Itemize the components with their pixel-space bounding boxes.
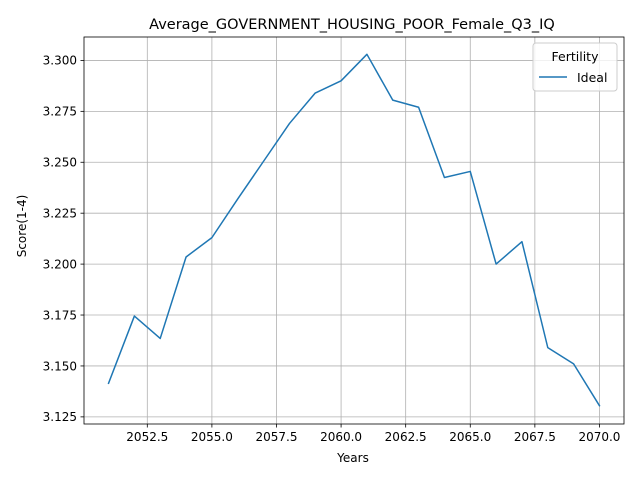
x-tick-label: 2070.0 (578, 430, 620, 444)
plot-frame (83, 36, 625, 425)
x-tick-label: 2055.0 (191, 430, 233, 444)
x-tick-label: 2060.0 (320, 430, 362, 444)
x-tick-label: 2062.5 (385, 430, 427, 444)
y-axis-label: Score(1-4) (15, 195, 29, 258)
x-tick-label: 2067.5 (514, 430, 556, 444)
y-tick-label: 3.275 (43, 105, 77, 119)
x-tick-label: 2057.5 (255, 430, 297, 444)
legend-label-ideal: Ideal (577, 70, 607, 85)
series-line-ideal (107, 53, 601, 407)
series-layer (107, 53, 601, 407)
chart-title: Average_GOVERNMENT_HOUSING_POOR_Female_Q… (149, 17, 555, 33)
legend: Fertility Ideal (532, 42, 618, 92)
y-tick-label: 3.250 (43, 156, 77, 170)
legend-title: Fertility (552, 49, 600, 64)
x-tick-label: 2052.5 (126, 430, 168, 444)
y-tick-label: 3.225 (43, 206, 77, 220)
y-tick-label: 3.125 (43, 410, 77, 424)
grid-lines (84, 37, 624, 424)
y-tick-label: 3.175 (43, 308, 77, 322)
legend-box (532, 42, 618, 92)
y-axis-ticks: 3.125 3.150 3.175 3.200 3.225 3.250 3.275 3.300 (43, 54, 84, 424)
x-axis-label: Years (336, 451, 369, 465)
y-tick-label: 3.300 (43, 54, 77, 68)
y-tick-label: 3.150 (43, 359, 77, 373)
y-tick-label: 3.200 (43, 257, 77, 271)
x-axis-ticks: 2052.5 2055.0 2057.5 2060.0 2062.5 2065.0 2067… (126, 424, 620, 444)
x-tick-label: 2065.0 (449, 430, 491, 444)
